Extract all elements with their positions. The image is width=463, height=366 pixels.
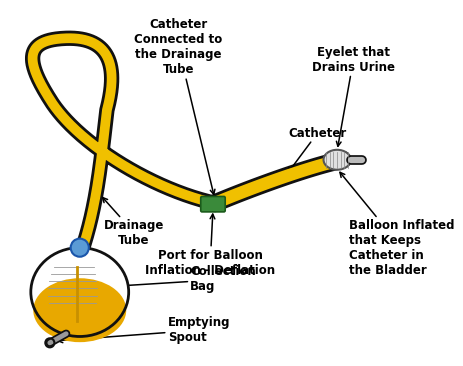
Ellipse shape (33, 278, 126, 342)
Text: Collection
Bag: Collection Bag (98, 265, 256, 294)
Text: Catheter
Connected to
the Drainage
Tube: Catheter Connected to the Drainage Tube (134, 18, 222, 194)
Ellipse shape (323, 150, 350, 170)
Text: Balloon Inflated
that Keeps
Catheter in
the Bladder: Balloon Inflated that Keeps Catheter in … (339, 172, 453, 277)
Text: Emptying
Spout: Emptying Spout (58, 316, 230, 344)
Ellipse shape (31, 248, 128, 336)
Text: Drainage
Tube: Drainage Tube (102, 198, 164, 247)
Circle shape (70, 239, 88, 257)
Text: Eyelet that
Drains Urine: Eyelet that Drains Urine (311, 46, 394, 146)
FancyBboxPatch shape (200, 197, 225, 212)
Text: Port for Balloon
Inflation - Deflation: Port for Balloon Inflation - Deflation (145, 214, 275, 277)
Text: Catheter: Catheter (288, 127, 346, 172)
